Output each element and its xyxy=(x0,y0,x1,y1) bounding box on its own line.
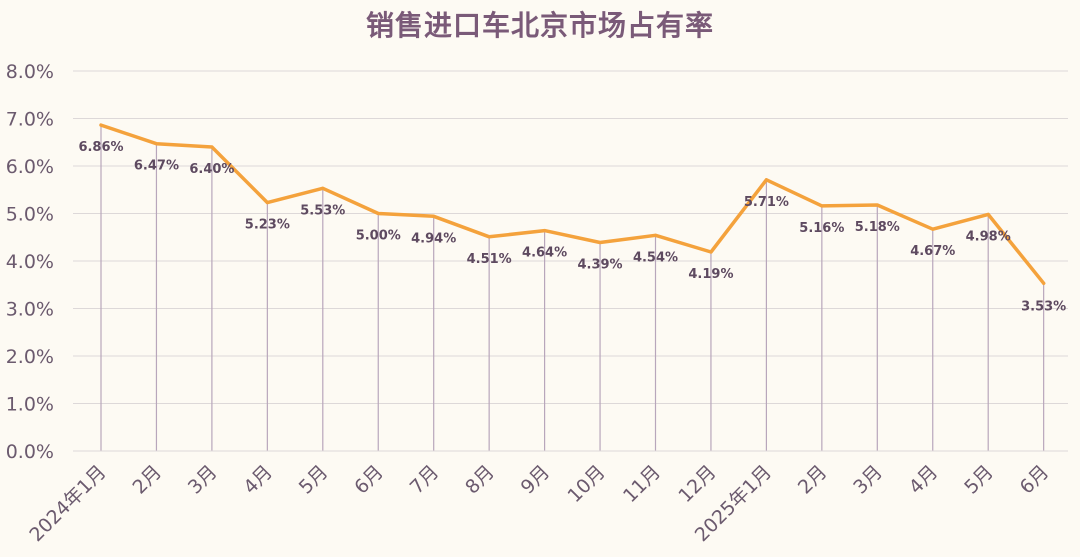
data-label: 6.86% xyxy=(78,140,123,155)
x-tick-label: 2月 xyxy=(128,461,166,499)
x-tick-label: 5月 xyxy=(295,461,333,499)
data-point xyxy=(598,240,602,244)
series-line xyxy=(99,123,1046,286)
data-point xyxy=(154,142,158,146)
x-tick-label: 6月 xyxy=(350,461,388,499)
x-tick-label: 6月 xyxy=(1016,461,1054,499)
data-label: 4.19% xyxy=(688,267,733,282)
x-tick-label: 9月 xyxy=(517,461,555,499)
y-tick-label: 4.0% xyxy=(6,251,54,273)
data-point xyxy=(432,214,436,218)
data-point xyxy=(820,204,824,208)
chart-title: 销售进口车北京市场占有率 xyxy=(365,9,714,42)
x-tick-label: 2月 xyxy=(794,461,832,499)
y-tick-label: 0.0% xyxy=(6,441,54,463)
data-label: 6.47% xyxy=(134,159,179,174)
y-tick-label: 6.0% xyxy=(6,156,54,178)
data-point xyxy=(709,250,713,254)
data-label: 5.00% xyxy=(356,229,401,244)
data-point xyxy=(875,203,879,207)
y-tick-label: 5.0% xyxy=(6,204,54,226)
data-label: 5.53% xyxy=(300,203,345,218)
data-point xyxy=(986,212,990,216)
y-tick-label: 1.0% xyxy=(6,394,54,416)
data-label: 4.51% xyxy=(467,252,512,267)
y-tick-label: 7.0% xyxy=(6,109,54,131)
y-tick-label: 8.0% xyxy=(6,61,54,83)
x-tick-label: 12月 xyxy=(674,461,720,507)
x-tick-label: 3月 xyxy=(184,461,222,499)
data-point xyxy=(487,235,491,239)
x-tick-label: 2024年1月 xyxy=(25,461,110,546)
data-label: 5.16% xyxy=(799,221,844,236)
data-point xyxy=(931,227,935,231)
data-point xyxy=(321,186,325,190)
data-label: 5.71% xyxy=(744,195,789,210)
data-label: 5.18% xyxy=(855,220,900,235)
data-point xyxy=(265,201,269,205)
x-tick-label: 11月 xyxy=(619,461,665,507)
x-tick-label: 10月 xyxy=(563,461,609,507)
data-label: 4.94% xyxy=(411,231,456,246)
data-label: 4.39% xyxy=(577,257,622,272)
x-tick-label: 7月 xyxy=(406,461,444,499)
data-point xyxy=(1042,281,1046,285)
x-tick-label: 8月 xyxy=(461,461,499,499)
x-tick-label: 3月 xyxy=(849,461,887,499)
data-label: 4.64% xyxy=(522,246,567,261)
y-tick-label: 3.0% xyxy=(6,299,54,321)
data-label: 4.54% xyxy=(633,250,678,265)
x-tick-label: 5月 xyxy=(960,461,998,499)
x-tick-label: 4月 xyxy=(239,461,277,499)
data-point xyxy=(99,123,103,127)
data-label: 4.67% xyxy=(910,244,955,259)
x-tick-label: 4月 xyxy=(905,461,943,499)
data-label: 4.98% xyxy=(966,229,1011,244)
data-label: 5.23% xyxy=(245,218,290,233)
data-point xyxy=(376,212,380,215)
data-label: 6.40% xyxy=(189,162,234,177)
data-point xyxy=(764,178,768,182)
y-tick-label: 2.0% xyxy=(6,346,54,368)
data-label: 3.53% xyxy=(1021,299,1066,314)
data-point xyxy=(654,233,657,237)
data-point xyxy=(543,229,547,233)
data-point xyxy=(210,145,214,149)
